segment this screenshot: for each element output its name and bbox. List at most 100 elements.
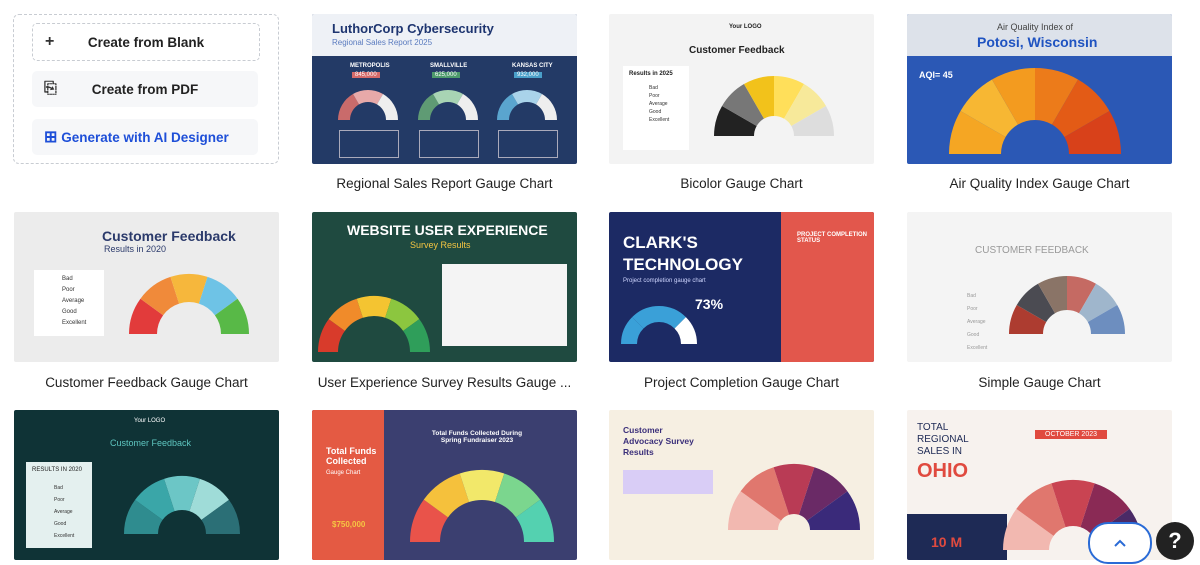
template[interactable]: Customer Feedback Results in 2020 Bad Poo… bbox=[14, 212, 279, 362]
title: WEBSITE USER EXPERIENCE bbox=[347, 222, 548, 238]
rating: Average bbox=[967, 319, 986, 325]
gauge-segment bbox=[328, 298, 363, 331]
caption: Simple Gauge Chart bbox=[978, 375, 1101, 390]
title: Customer Advocacy Survey Results bbox=[623, 425, 694, 457]
gauge-segment bbox=[129, 298, 164, 334]
gauge-segment bbox=[728, 491, 782, 530]
rating: Good bbox=[54, 521, 67, 527]
amount: $750,000 bbox=[332, 520, 366, 529]
caption: Project Completion Gauge Chart bbox=[643, 375, 840, 390]
gauge-segment bbox=[1052, 79, 1110, 137]
rating: Bad bbox=[62, 276, 73, 282]
scroll-top[interactable] bbox=[1088, 522, 1152, 564]
title: CLARK'S TECHNOLOGY bbox=[623, 233, 743, 274]
gauge-segment bbox=[1051, 480, 1095, 528]
rating: Poor bbox=[649, 93, 660, 99]
city: SMALLVILLE bbox=[430, 63, 468, 69]
gauge-segment bbox=[515, 499, 554, 542]
chevron bbox=[1114, 539, 1126, 547]
rating: Poor bbox=[54, 497, 65, 503]
template[interactable]: Air Quality Index of Potosi, Wisconsin A… bbox=[907, 14, 1172, 164]
gauge-segment bbox=[536, 94, 557, 120]
gauges bbox=[728, 464, 860, 530]
ai-designer[interactable]: ⊞ Generate with AI Designer bbox=[32, 119, 258, 155]
help[interactable]: ? bbox=[1156, 522, 1194, 560]
template[interactable]: LuthorCorp Cybersecurity Regional Sales … bbox=[312, 14, 577, 164]
gauge-segment bbox=[949, 111, 1006, 154]
rating: Bad bbox=[54, 485, 63, 491]
gauges bbox=[949, 68, 1121, 154]
caption: User Experience Survey Results Gauge ... bbox=[317, 375, 572, 390]
gauge-segment bbox=[1067, 276, 1096, 314]
gauge-segment bbox=[632, 306, 659, 329]
title: Customer Feedback bbox=[110, 438, 192, 448]
percent: 73% bbox=[695, 296, 724, 312]
gauge-segment bbox=[1087, 305, 1125, 334]
amount: 845,000 bbox=[352, 72, 380, 78]
template[interactable]: Your LOGO Customer Feedback RESULTS IN 2… bbox=[14, 410, 279, 560]
gauges bbox=[124, 476, 240, 534]
template[interactable]: CLARK'S TECHNOLOGY Project completion ga… bbox=[609, 212, 874, 362]
gauge-segment bbox=[189, 478, 229, 520]
template[interactable]: Total Funds Collected Gauge Chart Total … bbox=[312, 410, 577, 560]
gauges bbox=[129, 274, 249, 334]
template[interactable]: Your LOGO Customer Feedback Results in 2… bbox=[609, 14, 874, 164]
title: CUSTOMER FEEDBACK bbox=[975, 245, 1089, 256]
gauge-segment bbox=[1003, 508, 1054, 550]
subtitle: Results in 2020 bbox=[104, 244, 167, 254]
status: PROJECT COMPLETION STATUS bbox=[797, 232, 868, 244]
create-blank[interactable]: + Create from Blank bbox=[32, 23, 260, 61]
gauge-segment bbox=[418, 94, 439, 120]
title: Air Quality Index of bbox=[997, 22, 1074, 32]
label: Create from PDF bbox=[91, 81, 199, 97]
gauge-segment bbox=[1016, 283, 1055, 322]
gauge-segment bbox=[318, 319, 345, 352]
label: Generate with AI Designer bbox=[61, 129, 229, 145]
gauge-segment bbox=[140, 276, 180, 316]
gauge-segment bbox=[992, 68, 1035, 125]
gauge-segment bbox=[1038, 276, 1067, 314]
amount: 10 M bbox=[931, 534, 963, 550]
gauge-segment bbox=[135, 478, 175, 520]
rating: Bad bbox=[967, 293, 976, 299]
create-pdf[interactable]: ⎘ Create from PDF bbox=[32, 71, 258, 107]
gauges bbox=[714, 76, 834, 136]
template[interactable]: CUSTOMER FEEDBACK Bad Poor Average Good Exce… bbox=[907, 212, 1172, 362]
gauges bbox=[410, 470, 554, 542]
gauge-segment bbox=[674, 317, 697, 344]
gauge-segment bbox=[784, 84, 826, 126]
subtitle: Potosi, Wisconsin bbox=[977, 34, 1098, 50]
gauges bbox=[338, 90, 557, 120]
template[interactable]: Customer Advocacy Survey Results bbox=[609, 410, 874, 560]
aqi: AQI= 45 bbox=[919, 70, 953, 80]
gauge-segment bbox=[659, 306, 686, 329]
caption: Air Quality Index Gauge Chart bbox=[949, 176, 1130, 191]
rating: Bad bbox=[649, 85, 658, 91]
subtitle: Results in 2025 bbox=[629, 71, 673, 77]
template[interactable]: WEBSITE USER EXPERIENCE Survey Results bbox=[312, 212, 577, 362]
city: METROPOLIS bbox=[350, 63, 390, 69]
gauge-segment bbox=[806, 491, 860, 530]
gauge-segment bbox=[1064, 111, 1121, 154]
heading: Total Funds Collected During Spring Fund… bbox=[431, 430, 523, 444]
gauge-segment bbox=[214, 298, 249, 334]
title: Customer Feedback bbox=[689, 45, 785, 56]
subtitle: RESULTS IN 2020 bbox=[32, 467, 82, 473]
gauge-segment bbox=[198, 276, 238, 316]
subtitle: Regional Sales Report 2025 bbox=[332, 38, 433, 47]
title: Total Funds Collected bbox=[326, 446, 377, 466]
rating: Good bbox=[967, 332, 980, 338]
gauge-segment bbox=[722, 84, 764, 126]
gauge-segment bbox=[459, 470, 505, 503]
rating-list: Bad Poor Average Good Excellent bbox=[649, 84, 669, 124]
subtitle: Project completion gauge chart bbox=[623, 278, 706, 284]
gauge-segment bbox=[512, 90, 542, 105]
caption: Bicolor Gauge Chart bbox=[680, 176, 803, 191]
gauge-segment bbox=[338, 94, 359, 120]
gauge-segment bbox=[494, 473, 541, 518]
gauges bbox=[621, 306, 697, 344]
gauge-segment bbox=[410, 499, 449, 542]
gauge-segment bbox=[423, 473, 470, 518]
gauge-segment bbox=[1079, 283, 1118, 322]
